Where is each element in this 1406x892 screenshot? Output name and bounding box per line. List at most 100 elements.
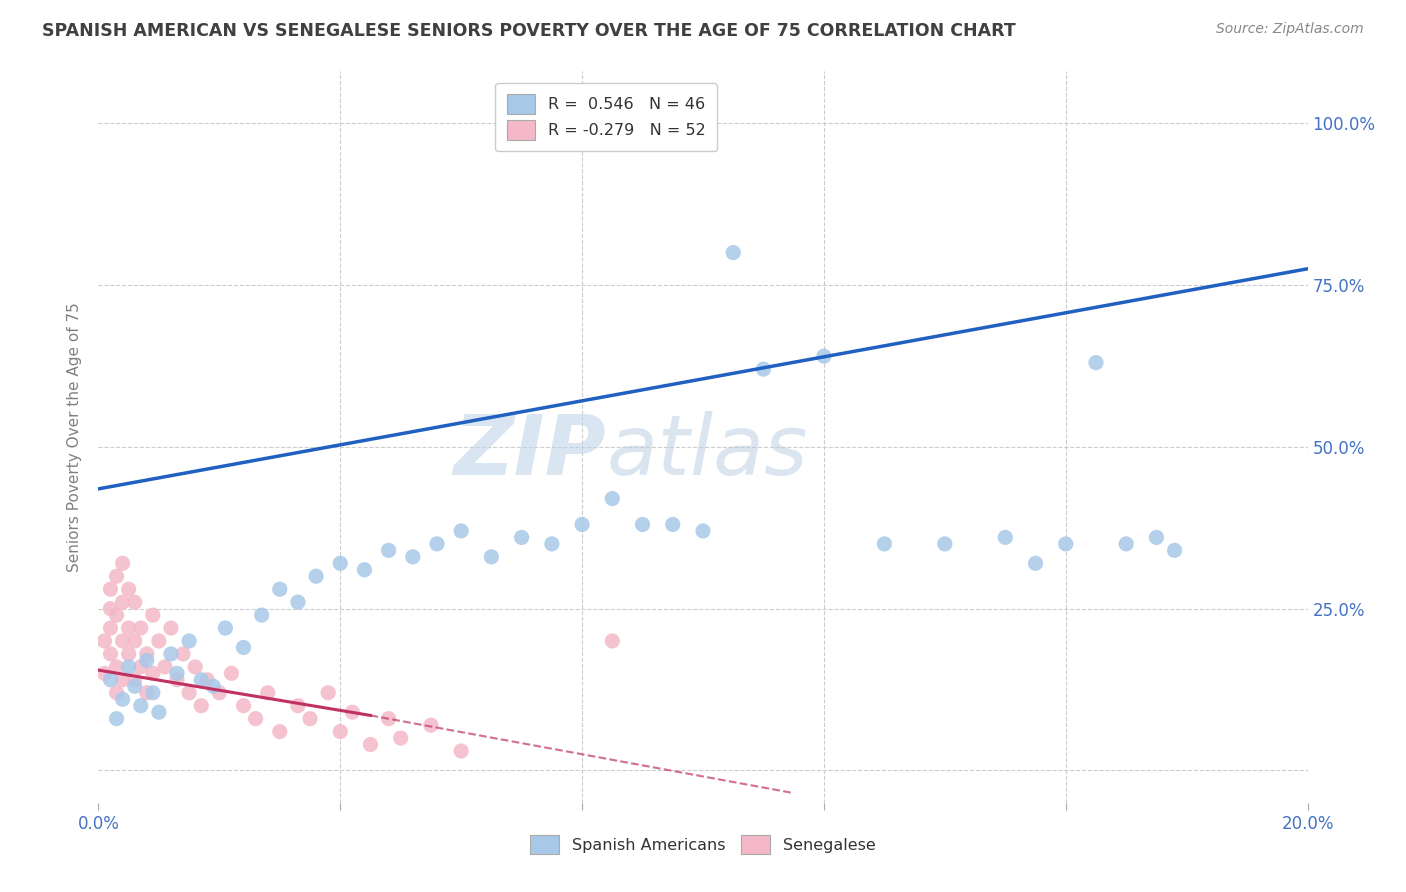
- Point: [1054, 537, 1077, 551]
- Point: [111, 634, 134, 648]
- Point: [142, 608, 165, 623]
- Point: [160, 647, 183, 661]
- Point: [100, 647, 122, 661]
- Point: [752, 362, 775, 376]
- Point: [111, 692, 134, 706]
- Point: [1024, 557, 1046, 571]
- Point: [166, 666, 188, 681]
- Point: [250, 608, 273, 623]
- Point: [602, 634, 624, 648]
- Point: [105, 569, 128, 583]
- Point: [269, 724, 291, 739]
- Point: [221, 666, 243, 681]
- Point: [232, 640, 254, 655]
- Point: [299, 712, 322, 726]
- Point: [287, 698, 309, 713]
- Point: [426, 537, 449, 551]
- Point: [166, 673, 188, 687]
- Point: [305, 569, 328, 583]
- Point: [142, 666, 165, 681]
- Point: [208, 686, 231, 700]
- Point: [172, 647, 194, 661]
- Point: [129, 621, 152, 635]
- Point: [111, 673, 134, 687]
- Point: [353, 563, 375, 577]
- Point: [813, 349, 835, 363]
- Point: [377, 543, 399, 558]
- Point: [232, 698, 254, 713]
- Point: [190, 698, 212, 713]
- Point: [105, 712, 128, 726]
- Point: [631, 517, 654, 532]
- Point: [723, 245, 745, 260]
- Text: SPANISH AMERICAN VS SENEGALESE SENIORS POVERTY OVER THE AGE OF 75 CORRELATION CH: SPANISH AMERICAN VS SENEGALESE SENIORS P…: [42, 22, 1017, 40]
- Point: [329, 724, 352, 739]
- Point: [873, 537, 896, 551]
- Point: [692, 524, 714, 538]
- Point: [202, 679, 225, 693]
- Point: [135, 653, 157, 667]
- Point: [148, 634, 170, 648]
- Point: [129, 660, 152, 674]
- Point: [118, 647, 141, 661]
- Point: [105, 660, 128, 674]
- Point: [105, 686, 128, 700]
- Point: [160, 621, 183, 635]
- Point: [111, 595, 134, 609]
- Point: [1163, 543, 1185, 558]
- Point: [377, 712, 399, 726]
- Point: [1085, 356, 1108, 370]
- Point: [329, 557, 352, 571]
- Point: [245, 712, 267, 726]
- Point: [93, 634, 115, 648]
- Point: [124, 595, 146, 609]
- Point: [450, 524, 472, 538]
- Point: [571, 517, 593, 532]
- Point: [214, 621, 236, 635]
- Point: [540, 537, 562, 551]
- Point: [481, 549, 503, 564]
- Y-axis label: Seniors Poverty Over the Age of 75: Seniors Poverty Over the Age of 75: [67, 302, 83, 572]
- Point: [93, 666, 115, 681]
- Point: [118, 582, 141, 597]
- Point: [510, 530, 533, 544]
- Point: [256, 686, 278, 700]
- Point: [360, 738, 382, 752]
- Point: [124, 634, 146, 648]
- Point: [100, 582, 122, 597]
- Point: [100, 673, 122, 687]
- Point: [118, 660, 141, 674]
- Point: [190, 673, 212, 687]
- Point: [994, 530, 1017, 544]
- Point: [934, 537, 956, 551]
- Point: [105, 608, 128, 623]
- Point: [135, 686, 157, 700]
- Point: [661, 517, 683, 532]
- Legend: Spanish Americans, Senegalese: Spanish Americans, Senegalese: [524, 829, 882, 861]
- Point: [287, 595, 309, 609]
- Point: [342, 705, 364, 719]
- Point: [316, 686, 339, 700]
- Point: [118, 621, 141, 635]
- Text: ZIP: ZIP: [454, 411, 606, 492]
- Text: atlas: atlas: [606, 411, 808, 492]
- Point: [100, 621, 122, 635]
- Point: [269, 582, 291, 597]
- Point: [148, 705, 170, 719]
- Point: [450, 744, 472, 758]
- Point: [179, 634, 201, 648]
- Point: [100, 601, 122, 615]
- Point: [1144, 530, 1167, 544]
- Point: [129, 698, 152, 713]
- Point: [111, 557, 134, 571]
- Point: [142, 686, 165, 700]
- Point: [179, 686, 201, 700]
- Point: [195, 673, 218, 687]
- Point: [124, 673, 146, 687]
- Point: [420, 718, 443, 732]
- Point: [184, 660, 207, 674]
- Point: [389, 731, 412, 745]
- Point: [402, 549, 425, 564]
- Text: Source: ZipAtlas.com: Source: ZipAtlas.com: [1216, 22, 1364, 37]
- Point: [602, 491, 624, 506]
